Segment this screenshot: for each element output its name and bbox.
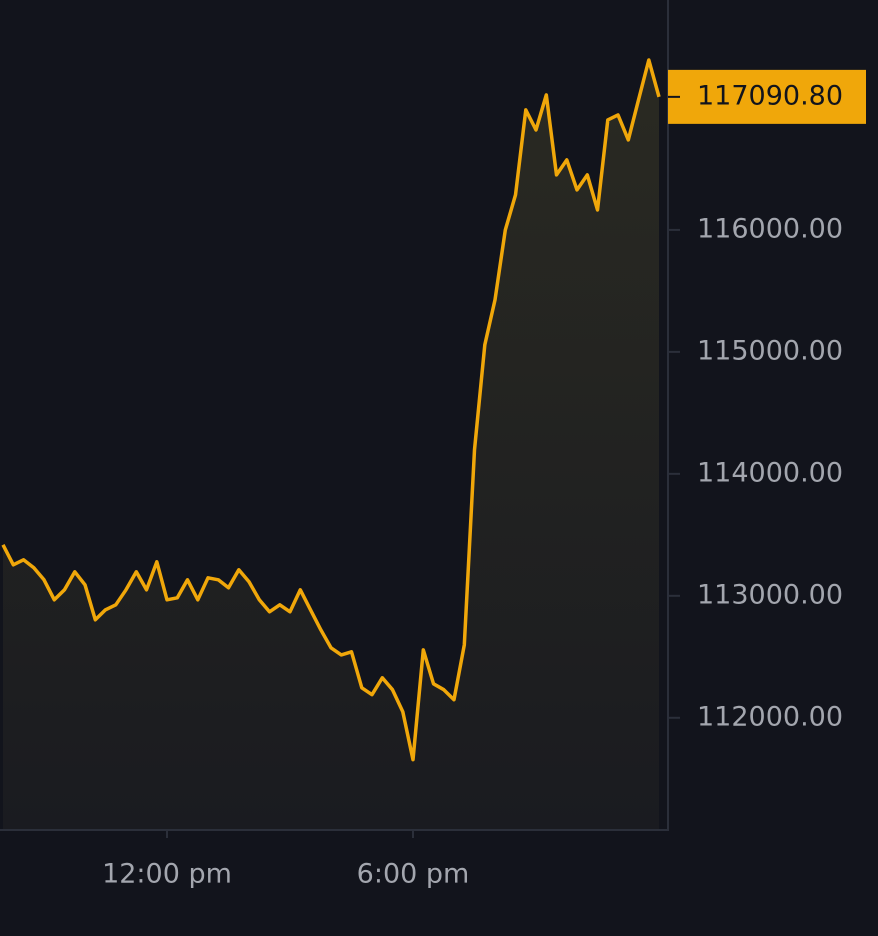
last-price-label: 117090.80 xyxy=(697,80,843,111)
last-price-box xyxy=(668,69,866,124)
x-tick-label: 12:00 pm xyxy=(102,859,232,890)
y-tick-label: 115000.00 xyxy=(697,335,843,366)
y-tick-label: 114000.00 xyxy=(697,457,843,488)
y-tick-label: 113000.00 xyxy=(697,579,843,610)
x-tick-label: 6:00 pm xyxy=(357,859,470,890)
price-line xyxy=(1,58,661,762)
y-tick-label: 116000.00 xyxy=(697,213,843,244)
area-fill xyxy=(3,60,659,830)
y-tick-label: 112000.00 xyxy=(697,701,843,732)
